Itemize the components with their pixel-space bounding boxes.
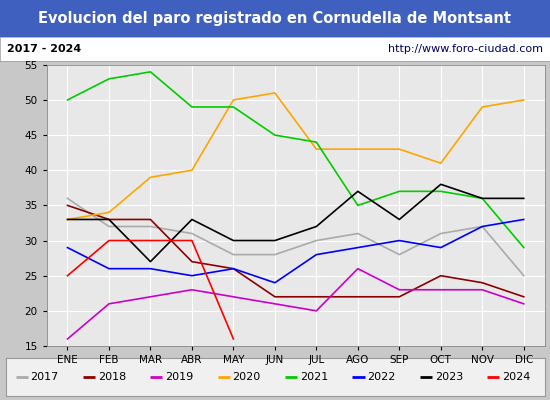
Text: 2020: 2020 xyxy=(233,372,261,382)
Text: 2017: 2017 xyxy=(30,372,59,382)
Text: 2017 - 2024: 2017 - 2024 xyxy=(7,44,81,54)
Text: 2022: 2022 xyxy=(367,372,395,382)
Text: 2021: 2021 xyxy=(300,372,328,382)
Text: 2018: 2018 xyxy=(98,372,126,382)
Text: 2019: 2019 xyxy=(165,372,194,382)
Text: Evolucion del paro registrado en Cornudella de Montsant: Evolucion del paro registrado en Cornude… xyxy=(39,11,512,26)
Text: 2023: 2023 xyxy=(434,372,463,382)
Text: 2024: 2024 xyxy=(502,372,530,382)
Text: http://www.foro-ciudad.com: http://www.foro-ciudad.com xyxy=(388,44,543,54)
